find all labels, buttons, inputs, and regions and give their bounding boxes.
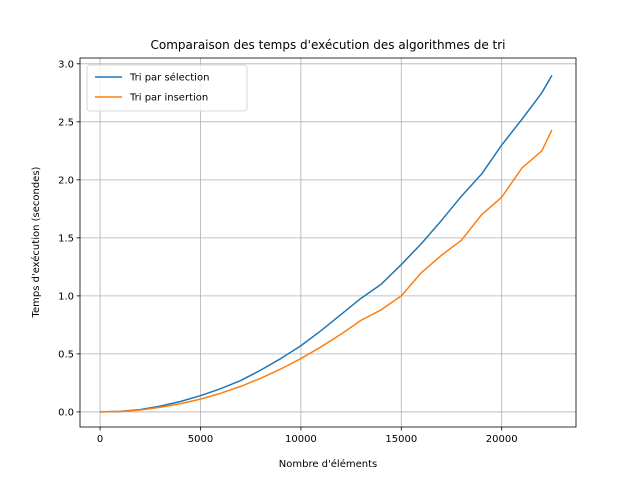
x-tick-label: 10000 [285,434,317,445]
chart-title: Comparaison des temps d'exécution des al… [151,38,506,52]
x-tick-label: 0 [97,434,103,445]
series-line-1 [100,75,553,413]
y-axis-label: Temps d'exécution (secondes) [30,166,42,318]
y-tick-label: 2.5 [58,117,74,128]
legend: Tri par sélection Tri par insertion [86,64,248,112]
y-tick-label: 0.0 [58,407,74,418]
legend-label-1: Tri par sélection [129,72,209,84]
y-tick-label: 3.0 [58,59,74,70]
series-line-2 [100,129,553,413]
series-lines [100,75,553,413]
legend-label-2: Tri par insertion [129,93,208,104]
x-tick-label: 15000 [385,434,417,445]
plot-frame [79,57,577,428]
y-tick-label: 1.5 [58,233,74,244]
y-tick-label: 2.0 [58,175,74,186]
ticks: 0 5000 10000 15000 20000 0.0 0.5 1.0 1.5 2.0 2.5 3.… [58,59,518,445]
legend-box [86,64,248,112]
x-tick-label: 20000 [486,434,518,445]
x-axis-label: Nombre d'éléments [279,458,377,470]
grid [80,58,576,427]
x-tick-label: 5000 [188,434,213,445]
y-tick-label: 1.0 [58,291,74,302]
y-tick-label: 0.5 [58,349,74,360]
